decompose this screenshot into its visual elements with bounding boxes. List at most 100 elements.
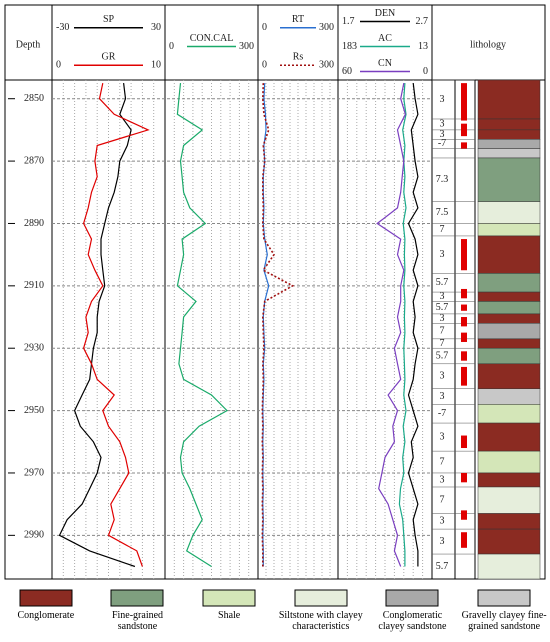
range-min: 60 xyxy=(342,66,352,77)
legend-item: Conglomerate xyxy=(3,585,89,642)
marker xyxy=(461,472,467,483)
marker xyxy=(461,142,467,149)
marker xyxy=(461,288,467,299)
range-min: 0 xyxy=(262,22,267,33)
legend-swatch xyxy=(202,589,256,607)
curve xyxy=(407,83,419,567)
legend-label: Siltstone with clayey characteristics xyxy=(278,610,363,632)
depth-tick-label: 2850 xyxy=(24,93,44,104)
interval-label: 3 xyxy=(440,249,445,260)
lithology-interval xyxy=(477,528,541,555)
lithology-interval xyxy=(477,223,541,237)
curve-name: RT xyxy=(292,14,304,25)
interval-label: 3 xyxy=(440,391,445,402)
legend-label: Conglomerate xyxy=(17,610,75,621)
interval-label: 7.5 xyxy=(436,207,449,218)
legend-label: Shale xyxy=(218,610,241,621)
interval-label: 3 xyxy=(440,474,445,485)
depth-tick-label: 2970 xyxy=(24,467,44,478)
lithology-interval xyxy=(477,291,541,302)
depth-tick-label: 2910 xyxy=(24,280,44,291)
interval-label: 7 xyxy=(440,495,445,506)
lithology-interval xyxy=(477,118,541,131)
legend-label: Fine-grained sandstone xyxy=(111,610,164,632)
legend-item: Siltstone with clayey characteristics xyxy=(278,585,364,642)
swatch xyxy=(110,589,164,607)
range-max: 0 xyxy=(423,66,428,77)
legend-item: Gravelly clayey fine-grained sandstone xyxy=(461,585,547,642)
interval-label: 5.7 xyxy=(436,561,449,572)
lithology-interval xyxy=(477,486,541,514)
lithology-interval xyxy=(477,201,541,224)
swatch xyxy=(19,589,73,607)
lithology-interval xyxy=(477,323,541,340)
interval-label: 3 xyxy=(440,129,445,140)
depth-tick-label: 2870 xyxy=(24,155,44,166)
legend-item: Conglomeratic clayey sandstone xyxy=(369,585,455,642)
range-max: 300 xyxy=(319,60,334,71)
interval-label: 3 xyxy=(440,313,445,324)
marker xyxy=(461,366,467,386)
interval-label: 7.3 xyxy=(436,174,449,185)
lithology-interval xyxy=(477,148,541,159)
interval-label: 3 xyxy=(440,516,445,527)
lithology-interval xyxy=(477,157,541,202)
curve xyxy=(376,82,407,567)
interval-label: 3 xyxy=(440,291,445,302)
legend-swatch xyxy=(477,589,531,607)
legend-item: Shale xyxy=(186,585,272,642)
legend-swatch xyxy=(385,589,439,607)
marker xyxy=(461,317,467,327)
legend-swatch xyxy=(110,589,164,607)
lithology-interval xyxy=(477,139,541,149)
curve-name: CN xyxy=(378,58,392,69)
interval-label: 7 xyxy=(440,325,445,336)
depth-tick-label: 2990 xyxy=(24,530,44,541)
legend-swatch xyxy=(294,589,348,607)
interval-label: 5.7 xyxy=(436,277,449,288)
lithology-interval xyxy=(477,553,541,580)
interval-label: 3 xyxy=(440,536,445,547)
range-min: 0 xyxy=(169,41,174,52)
curve-name: DEN xyxy=(375,8,396,19)
marker xyxy=(461,510,467,520)
lithology-interval xyxy=(477,513,541,530)
legend-swatch xyxy=(19,589,73,607)
curve-name: Rs xyxy=(293,52,304,63)
marker xyxy=(461,332,467,342)
well-log: Depth lithology 2850 2870 2890 2910 2930 2950… xyxy=(4,4,546,580)
interval-label: -7 xyxy=(438,138,446,149)
legend: Conglomerate Fine-grained sandstone Shale S… xyxy=(0,585,550,642)
curve xyxy=(261,83,295,567)
interval-label: 7 xyxy=(440,456,445,467)
marker xyxy=(461,304,467,311)
curve-name: SP xyxy=(103,14,115,25)
marker xyxy=(461,532,467,548)
lithology-interval xyxy=(477,313,541,324)
lithology-interval xyxy=(477,273,541,293)
marker xyxy=(461,123,467,137)
interval-label: 5.7 xyxy=(436,302,449,313)
curve xyxy=(176,83,228,568)
swatch xyxy=(477,589,531,607)
interval-label: 7 xyxy=(440,224,445,235)
range-max: 13 xyxy=(418,41,428,52)
legend-label: Conglomeratic clayey sandstone xyxy=(378,610,447,632)
interval-label: -7 xyxy=(438,408,446,419)
range-min: 0 xyxy=(56,60,61,71)
curve xyxy=(82,82,150,567)
range-max: 300 xyxy=(319,22,334,33)
legend-label: Gravelly clayey fine-grained sandstone xyxy=(461,610,547,632)
swatch xyxy=(294,589,348,607)
marker xyxy=(461,435,467,449)
lithology-interval xyxy=(477,472,541,488)
frame xyxy=(4,4,546,580)
interval-label: 5.7 xyxy=(436,350,449,361)
lithology-interval xyxy=(477,301,541,315)
lithology-interval xyxy=(477,347,541,365)
range-min: -30 xyxy=(56,22,69,33)
curve xyxy=(58,83,136,568)
range-max: 30 xyxy=(151,22,161,33)
lithology-interval xyxy=(477,79,541,120)
